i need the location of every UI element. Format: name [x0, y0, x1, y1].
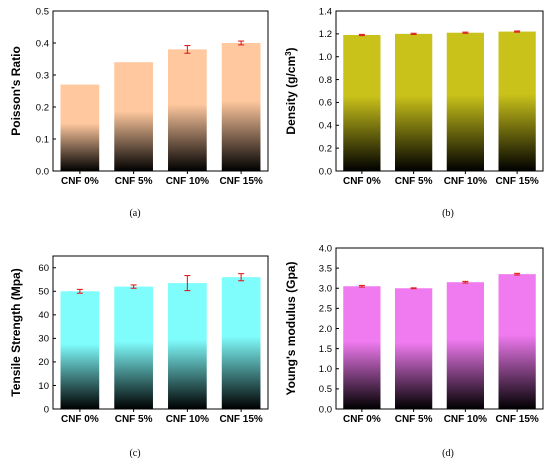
bar-c-3	[221, 277, 261, 409]
category-label-c-3: CNF 15%	[219, 414, 262, 425]
caption-c: (c)	[129, 448, 141, 459]
ytick-label-d-0: 0.0	[319, 404, 332, 415]
ytick-label-a-3: 0.3	[36, 70, 49, 81]
ytick-label-c-0: 0	[44, 404, 49, 415]
error-bar-c-3	[238, 273, 245, 282]
category-label-b-0: CNF 0%	[343, 176, 381, 187]
axes-frame-c	[52, 255, 269, 410]
chart-youngs-modulus: CNF 0% CNF 5% CNF 10% CNF 15% 0.0 0.5 1.0 1.5 2.…	[284, 243, 544, 425]
ytick-label-b-1: 0.2	[319, 143, 332, 154]
ylabel-c: Tensile Strength (Mpa)	[9, 268, 23, 396]
category-label-b-1: CNF 5%	[395, 176, 433, 187]
ytick-label-c-1: 10	[38, 381, 49, 392]
ytick-label-a-0: 0.0	[36, 166, 49, 177]
error-bar-d-2	[462, 280, 469, 284]
ytick-label-d-6: 3.0	[319, 284, 332, 295]
chart-density: CNF 0% CNF 5% CNF 10% CNF 15% 0.0 0.2 0.4 0.6 0.…	[284, 6, 544, 187]
error-bar-a-2	[184, 45, 191, 54]
bar-a-0	[60, 84, 100, 171]
error-bar-d-3	[514, 272, 521, 276]
ytick-label-c-4: 40	[38, 310, 49, 321]
ytick-label-b-6: 1.2	[319, 29, 332, 40]
category-label-d-1: CNF 5%	[395, 414, 433, 425]
bar-b-3	[498, 31, 536, 172]
bar-d-0	[343, 286, 381, 409]
ytick-label-d-4: 2.0	[319, 324, 332, 335]
category-label-c-2: CNF 10%	[166, 414, 209, 425]
panel-c: CNF 0% CNF 5% CNF 10% CNF 15% 0 10 20 30 40 50 60 T…	[0, 235, 275, 440]
bar-b-0	[343, 35, 381, 171]
ytick-label-b-0: 0.0	[319, 166, 332, 177]
category-label-b-3: CNF 15%	[495, 176, 538, 187]
ytick-label-c-2: 20	[38, 357, 49, 368]
error-bar-c-1	[130, 284, 137, 289]
ytick-label-d-1: 0.5	[319, 384, 332, 395]
ylabel-d: Young's modulus (Gpa)	[284, 262, 298, 396]
bar-d-2	[446, 282, 485, 409]
bar-a-2	[168, 49, 207, 171]
category-label-a-0: CNF 0%	[61, 176, 99, 187]
error-bar-a-3	[238, 40, 245, 46]
bar-a-3	[221, 43, 261, 171]
category-label-b-2: CNF 10%	[444, 176, 487, 187]
error-bar-c-0	[76, 288, 83, 294]
ytick-label-c-5: 50	[38, 287, 49, 298]
error-bar-b-3	[514, 30, 521, 33]
category-label-a-2: CNF 10%	[166, 176, 209, 187]
ytick-label-a-2: 0.2	[36, 102, 49, 113]
category-label-d-0: CNF 0%	[343, 414, 381, 425]
ylabel-a: Poisson's Ratio	[9, 46, 23, 136]
ytick-label-d-5: 2.5	[319, 304, 332, 315]
category-label-a-3: CNF 15%	[219, 176, 262, 187]
bar-a-1	[114, 62, 153, 172]
ytick-label-a-5: 0.5	[36, 6, 49, 17]
ytick-label-d-8: 4.0	[319, 243, 332, 254]
caption-d: (d)	[442, 448, 454, 459]
caption-a: (a)	[129, 208, 141, 219]
ytick-label-d-7: 3.5	[319, 263, 332, 274]
axes-frame-b	[335, 10, 544, 172]
ytick-label-c-6: 60	[38, 263, 49, 274]
panel-b: CNF 0% CNF 5% CNF 10% CNF 15% 0.0 0.2 0.4 0.6 0.…	[275, 0, 550, 200]
ytick-label-d-3: 1.5	[319, 344, 332, 355]
ytick-label-a-1: 0.1	[36, 134, 49, 145]
error-bar-c-2	[184, 274, 191, 292]
category-label-c-1: CNF 5%	[115, 414, 153, 425]
chart-poissons-ratio: CNF 0% CNF 5% CNF 10% CNF 15% 0.0 0.1 0.2 0.3 0.…	[9, 6, 269, 187]
error-bar-b-0	[358, 33, 365, 37]
error-bar-b-2	[462, 31, 469, 34]
category-label-d-3: CNF 15%	[495, 414, 538, 425]
category-label-c-0: CNF 0%	[61, 414, 99, 425]
ytick-label-d-2: 1.0	[319, 364, 332, 375]
chart-tensile-strength: CNF 0% CNF 5% CNF 10% CNF 15% 0 10 20 30 40 50 60 T…	[9, 255, 269, 425]
error-bar-d-1	[410, 287, 417, 290]
ytick-label-b-4: 0.8	[319, 75, 332, 86]
bar-b-1	[394, 33, 433, 171]
panel-a: CNF 0% CNF 5% CNF 10% CNF 15% 0.0 0.1 0.2 0.3 0.…	[0, 0, 275, 200]
error-bar-b-1	[410, 32, 417, 35]
ytick-label-b-7: 1.4	[319, 6, 332, 17]
ylabel-b: Density (g/cm3)	[284, 47, 299, 134]
bar-d-1	[394, 288, 433, 409]
ytick-label-b-2: 0.4	[319, 121, 332, 132]
error-bar-d-0	[358, 284, 365, 288]
ytick-label-b-5: 1.0	[319, 52, 332, 63]
bar-c-1	[114, 286, 153, 409]
bar-c-0	[60, 291, 100, 409]
bar-d-3	[498, 274, 536, 409]
panel-d: CNF 0% CNF 5% CNF 10% CNF 15% 0.0 0.5 1.0 1.5 2.…	[275, 235, 550, 440]
axes-frame-a	[52, 10, 269, 172]
ytick-label-a-4: 0.4	[36, 38, 49, 49]
bar-b-2	[446, 32, 485, 171]
caption-b: (b)	[442, 208, 454, 219]
ytick-label-b-3: 0.6	[319, 98, 332, 109]
category-label-a-1: CNF 5%	[115, 176, 153, 187]
bar-c-2	[168, 283, 207, 409]
ytick-label-c-3: 30	[38, 334, 49, 345]
category-label-d-2: CNF 10%	[444, 414, 487, 425]
